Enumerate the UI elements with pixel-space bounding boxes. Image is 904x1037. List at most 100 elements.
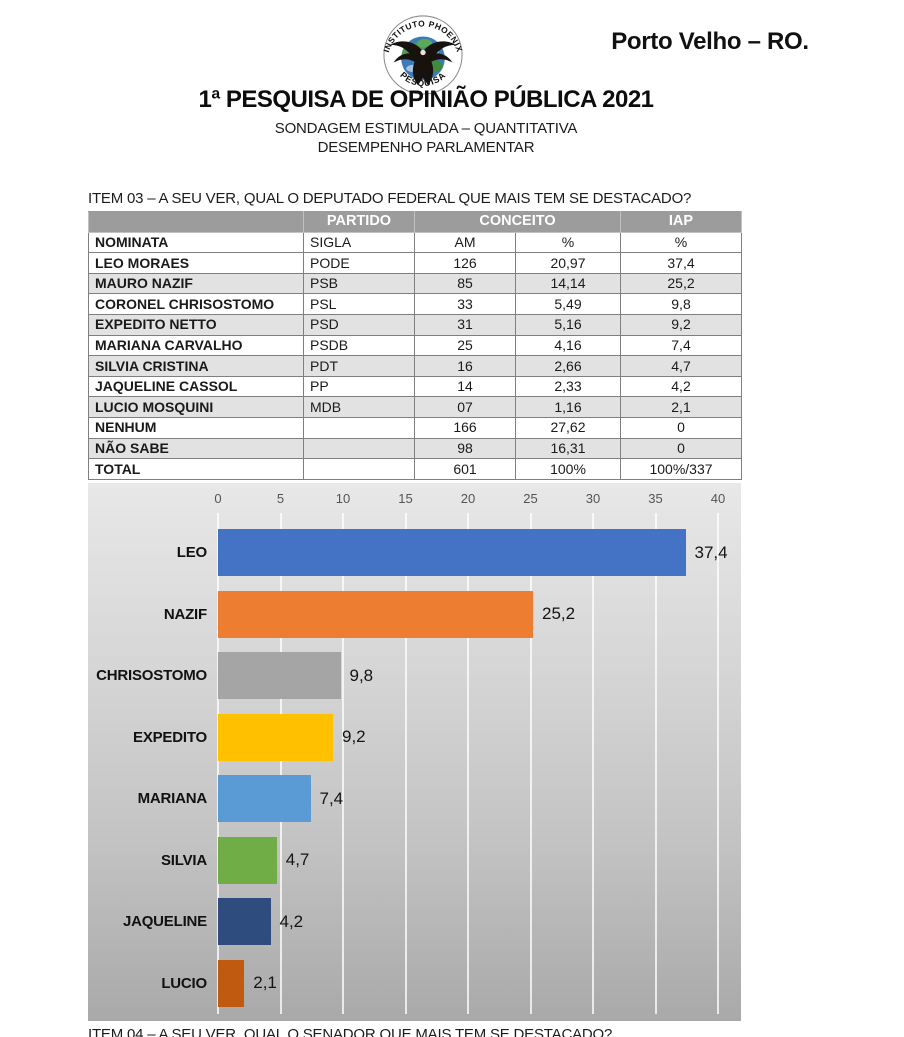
- candidate-name-cell: EXPEDITO NETTO: [88, 313, 304, 336]
- value-cell: 98: [414, 437, 516, 460]
- axis-tick-label: 0: [214, 491, 222, 506]
- value-cell: 20,97: [515, 252, 621, 274]
- results-table-wrap: PARTIDO CONCEITO IAP NOMINATA SIGLA AM %…: [88, 211, 742, 480]
- value-cell: 31: [414, 313, 516, 336]
- gridline: [404, 513, 407, 1014]
- value-cell: [303, 416, 415, 439]
- axis-tick-label: 30: [585, 491, 601, 506]
- subheader-nominata: NOMINATA: [88, 231, 304, 254]
- value-cell: 37,4: [620, 252, 742, 274]
- category-label: EXPEDITO: [133, 728, 207, 746]
- bar: [218, 529, 686, 577]
- header-partido: PARTIDO: [303, 211, 415, 233]
- header-iap: IAP: [620, 211, 742, 233]
- category-label: SILVIA: [160, 851, 207, 869]
- value-cell: PSDB: [303, 334, 415, 357]
- page-title: 1ª PESQUISA DE OPINIÃO PÚBLICA 2021: [198, 86, 654, 113]
- chart-rows: LEO 37,4 NAZIF 25,2 CHRISOSTOMO 9,8 EXPEDITO 9,…: [88, 522, 741, 1014]
- value-cell: 25: [414, 334, 516, 357]
- candidate-name-cell: LUCIO MOSQUINI: [88, 396, 304, 418]
- title-block: 1ª PESQUISA DE OPINIÃO PÚBLICA 2021 SOND…: [88, 86, 764, 158]
- value-cell: 1,16: [515, 396, 621, 418]
- table-row: LEO MORAES PODE 126 20,97 37,4: [88, 252, 742, 274]
- value-cell: 07: [414, 396, 516, 418]
- bar-chart: 0 5 10 15 20 25 30 35 40 LEO 37,4 NAZIF 25,2 CHRISOS…: [88, 483, 741, 1021]
- candidate-name-cell: TOTAL: [88, 458, 304, 480]
- category-label: CHRISOSTOMO: [96, 667, 207, 685]
- value-cell: PP: [303, 375, 415, 398]
- bar-value-label: 2,1: [253, 973, 277, 993]
- bar-value-label: 9,2: [342, 727, 366, 747]
- axis-tick-label: 15: [398, 491, 413, 506]
- value-cell: 25,2: [620, 272, 742, 295]
- bar-row: CHRISOSTOMO 9,8: [88, 645, 741, 707]
- gridline: [342, 513, 344, 1014]
- value-cell: PODE: [303, 252, 415, 274]
- location-heading: Porto Velho – RO.: [611, 28, 809, 55]
- table-row: JAQUELINE CASSOL PP 14 2,33 4,2: [88, 375, 742, 398]
- subtitle-methodology: SONDAGEM ESTIMULADA – QUANTITATIVA: [274, 120, 578, 137]
- table-subheader-row: NOMINATA SIGLA AM % %: [88, 231, 742, 254]
- bar-row: JAQUELINE 4,2: [88, 891, 741, 953]
- candidate-name-cell: SILVIA CRISTINA: [88, 355, 304, 377]
- bar-value-label: 9,8: [349, 665, 374, 685]
- gridline: [717, 513, 719, 1014]
- value-cell: 14,14: [515, 272, 621, 295]
- value-cell: 27,62: [515, 416, 621, 439]
- cutoff-next-question: ITEM 04 – A SEU VER, QUAL O SENADOR QUE …: [88, 1027, 613, 1037]
- subheader-pct: %: [515, 231, 621, 254]
- value-cell: 126: [414, 252, 516, 274]
- gridline: [279, 513, 282, 1014]
- value-cell: 9,2: [620, 313, 742, 336]
- candidate-name-cell: NÃO SABE: [88, 437, 304, 460]
- gridline: [529, 513, 532, 1014]
- value-cell: 4,7: [620, 355, 742, 377]
- bar: [218, 775, 311, 823]
- value-cell: 9,8: [620, 293, 742, 315]
- category-label: LUCIO: [161, 974, 207, 992]
- subtitle-topic: DESEMPENHO PARLAMENTAR: [317, 139, 535, 156]
- results-table-body: LEO MORAES PODE 126 20,97 37,4 MAURO NAZIF PSB…: [88, 252, 742, 480]
- value-cell: 2,66: [515, 355, 621, 377]
- axis-tick-label: 40: [710, 491, 726, 506]
- survey-question: ITEM 03 – A SEU VER, QUAL O DEPUTADO FED…: [88, 190, 692, 207]
- table-row: NENHUM 166 27,62 0: [88, 416, 742, 439]
- gridline: [592, 513, 594, 1014]
- bar-row: EXPEDITO 9,2: [88, 707, 741, 769]
- bar-row: NAZIF 25,2: [88, 584, 741, 646]
- value-cell: [303, 458, 415, 480]
- bar-row: SILVIA 4,7: [88, 830, 741, 892]
- bar-row: LEO 37,4: [88, 522, 741, 584]
- value-cell: 0: [620, 416, 742, 439]
- table-row: NÃO SABE 98 16,31 0: [88, 437, 742, 460]
- gridline: [467, 513, 469, 1014]
- table-header-group-row: PARTIDO CONCEITO IAP: [88, 211, 742, 233]
- table-row: CORONEL CHRISOSTOMO PSL 33 5,49 9,8: [88, 293, 742, 315]
- category-label: LEO: [176, 544, 207, 562]
- value-cell: PSB: [303, 272, 415, 295]
- table-row: LUCIO MOSQUINI MDB 07 1,16 2,1: [88, 396, 742, 418]
- value-cell: 16: [414, 355, 516, 377]
- value-cell: 2,33: [515, 375, 621, 398]
- subheader-am: AM: [414, 231, 516, 254]
- candidate-name-cell: JAQUELINE CASSOL: [88, 375, 304, 398]
- table-row: MARIANA CARVALHO PSDB 25 4,16 7,4: [88, 334, 742, 357]
- value-cell: 0: [620, 437, 742, 460]
- axis-tick-label: 5: [276, 491, 285, 506]
- subheader-iap-pct: %: [620, 231, 742, 254]
- axis-tick-label: 35: [648, 491, 663, 506]
- subheader-sigla: SIGLA: [303, 231, 415, 254]
- axis-tick-label: 20: [460, 491, 476, 506]
- bar-value-label: 25,2: [542, 604, 576, 624]
- value-cell: 601: [414, 458, 516, 480]
- table-row: EXPEDITO NETTO PSD 31 5,16 9,2: [88, 313, 742, 336]
- phoenix-eagle-globe-icon: INSTITUTO PHOENIX PESQUISA: [381, 15, 464, 95]
- instituto-phoenix-logo: INSTITUTO PHOENIX PESQUISA: [381, 14, 465, 96]
- category-label: NAZIF: [163, 605, 207, 623]
- candidate-name-cell: LEO MORAES: [88, 252, 304, 274]
- bar: [218, 652, 341, 700]
- value-cell: 5,49: [515, 293, 621, 315]
- bar: [218, 590, 533, 638]
- table-row: TOTAL 601 100% 100%/337: [88, 458, 742, 480]
- table-row: MAURO NAZIF PSB 85 14,14 25,2: [88, 272, 742, 295]
